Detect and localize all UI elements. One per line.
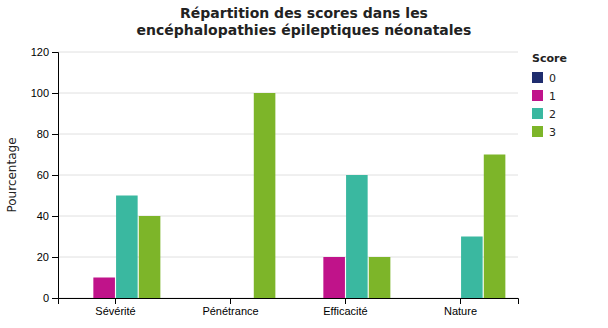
bar — [323, 257, 345, 298]
tick-label: Efficacité — [323, 305, 367, 317]
legend-label: 1 — [549, 90, 556, 103]
tick: Nature — [444, 298, 477, 317]
legend: Score 0 1 2 3 — [532, 52, 567, 139]
bar — [71, 298, 93, 299]
tick: Efficacité — [323, 298, 367, 317]
tick-mark — [460, 298, 461, 304]
tick: 60 — [37, 169, 58, 181]
y-axis: 0 20 40 60 80 100 120 — [31, 46, 59, 304]
grid — [58, 52, 518, 298]
title: Répartition des scores dans lesencéphalo… — [137, 5, 472, 38]
tick-label: 0 — [43, 292, 49, 304]
bar — [301, 298, 323, 299]
tick: Sévérité — [95, 298, 135, 317]
legend-swatch — [532, 108, 543, 119]
tick: 20 — [37, 251, 58, 263]
bar — [484, 155, 506, 299]
bar — [254, 93, 276, 298]
grid-line — [58, 175, 518, 176]
tick-mark — [115, 298, 116, 304]
bars — [93, 93, 505, 298]
tick-mark — [52, 93, 58, 94]
x-axis: Sévérité Pénétrance Efficacité Nature — [59, 298, 519, 317]
legend-title: Score — [532, 52, 567, 65]
tick-label: 40 — [37, 210, 49, 222]
bar — [116, 196, 138, 299]
tick-mark — [52, 52, 58, 53]
tick: 120 — [31, 46, 58, 58]
tick-mark — [52, 257, 58, 258]
grid-line — [58, 134, 518, 135]
plot: 0 20 40 60 80 100 120 Sévérité Pénétrance Efficac… — [31, 46, 519, 317]
tick-mark — [52, 134, 58, 135]
tick-mark — [52, 216, 58, 217]
tick-label: 100 — [31, 87, 49, 99]
tick-mark — [345, 298, 346, 304]
bar — [93, 278, 115, 299]
bar — [416, 298, 438, 299]
tick-mark — [52, 298, 58, 299]
tick: 100 — [31, 87, 58, 99]
legend-item: 0 — [532, 72, 556, 85]
legend-swatch — [532, 90, 543, 101]
tick-label: 60 — [37, 169, 49, 181]
bar — [461, 237, 483, 299]
bar — [369, 257, 391, 298]
bar — [208, 298, 230, 299]
grid-line — [58, 52, 518, 53]
bar — [438, 298, 460, 299]
tick-label: Sévérité — [95, 305, 135, 317]
bar — [186, 298, 208, 299]
bar — [346, 175, 368, 298]
grid-line — [58, 93, 518, 94]
bar — [231, 298, 253, 299]
tick-mark — [52, 175, 58, 176]
legend-item: 2 — [532, 108, 556, 121]
tick-mark — [230, 298, 231, 304]
tick-label: Pénétrance — [202, 305, 258, 317]
tick-label: Nature — [444, 305, 477, 317]
legend-swatch — [532, 72, 543, 83]
tick-label: 20 — [37, 251, 49, 263]
tick: 0 — [43, 292, 58, 304]
legend-label: 2 — [549, 108, 556, 121]
series — [139, 93, 506, 298]
legend-label: 3 — [549, 126, 556, 139]
chart: Répartition des scores dans lesencéphalo… — [0, 0, 608, 328]
legend-item: 1 — [532, 90, 556, 103]
axis-line — [59, 299, 519, 305]
legend-label: 0 — [549, 72, 556, 85]
series — [116, 175, 483, 298]
tick: 40 — [37, 210, 58, 222]
tick: Pénétrance — [202, 298, 258, 317]
legend-item: 3 — [532, 126, 556, 139]
tick-label: 80 — [37, 128, 49, 140]
legend-swatch — [532, 126, 543, 137]
y-axis-label: Pourcentage — [5, 137, 19, 212]
tick-label: 120 — [31, 46, 49, 58]
bar — [139, 216, 161, 298]
axis-line — [52, 53, 59, 299]
tick: 80 — [37, 128, 58, 140]
